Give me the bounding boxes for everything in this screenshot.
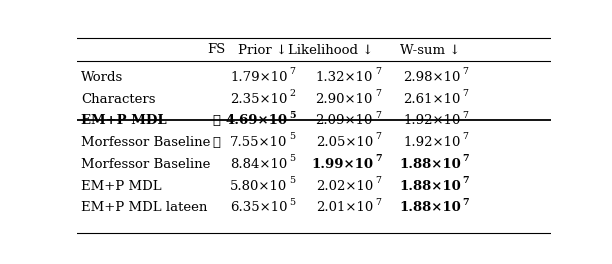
Text: Likelihood ↓: Likelihood ↓ (288, 44, 373, 56)
Text: 5: 5 (289, 154, 296, 163)
Text: 1.88×10: 1.88×10 (399, 158, 461, 171)
Text: 7.55×10: 7.55×10 (230, 136, 288, 149)
Text: 2.35×10: 2.35×10 (230, 93, 288, 106)
Text: 5.80×10: 5.80×10 (230, 180, 288, 193)
Text: W-sum ↓: W-sum ↓ (400, 44, 461, 56)
Text: 2: 2 (289, 89, 296, 98)
Text: 1.99×10: 1.99×10 (311, 158, 373, 171)
Text: 2.05×10: 2.05×10 (316, 136, 373, 149)
Text: 7: 7 (375, 67, 381, 76)
Text: ✓: ✓ (212, 136, 220, 149)
Text: ✓: ✓ (212, 114, 220, 128)
Text: 7: 7 (463, 89, 469, 98)
Text: FS: FS (207, 44, 226, 56)
Text: 2.02×10: 2.02×10 (316, 180, 373, 193)
Text: 2.98×10: 2.98×10 (403, 71, 461, 84)
Text: EM+P MDL lateen: EM+P MDL lateen (81, 201, 207, 214)
Text: 2.61×10: 2.61×10 (403, 93, 461, 106)
Text: 5: 5 (289, 111, 296, 120)
Text: 7: 7 (375, 198, 381, 207)
Text: Morfessor Baseline: Morfessor Baseline (81, 158, 211, 171)
Text: 7: 7 (375, 154, 381, 163)
Text: 2.09×10: 2.09×10 (316, 114, 373, 128)
Text: 2.01×10: 2.01×10 (316, 201, 373, 214)
Text: 5: 5 (289, 133, 296, 142)
Text: Morfessor Baseline: Morfessor Baseline (81, 136, 211, 149)
Text: 7: 7 (463, 133, 469, 142)
Text: 1.32×10: 1.32×10 (316, 71, 373, 84)
Text: 1.92×10: 1.92×10 (403, 114, 461, 128)
Text: 7: 7 (375, 111, 381, 120)
Text: 4.69×10: 4.69×10 (226, 114, 288, 128)
Text: EM+P MDL: EM+P MDL (81, 114, 167, 128)
Text: EM+P MDL: EM+P MDL (81, 180, 162, 193)
Text: 1.79×10: 1.79×10 (230, 71, 288, 84)
Text: 5: 5 (289, 176, 296, 185)
Text: 7: 7 (463, 176, 469, 185)
Text: 1.88×10: 1.88×10 (399, 180, 461, 193)
Text: 1.92×10: 1.92×10 (403, 136, 461, 149)
Text: 7: 7 (375, 176, 381, 185)
Text: 7: 7 (375, 89, 381, 98)
Text: 5: 5 (289, 198, 296, 207)
Text: 7: 7 (463, 67, 469, 76)
Text: Prior ↓: Prior ↓ (239, 44, 288, 56)
Text: 7: 7 (375, 133, 381, 142)
Text: 8.84×10: 8.84×10 (230, 158, 288, 171)
Text: 7: 7 (463, 154, 469, 163)
Text: 2.90×10: 2.90×10 (316, 93, 373, 106)
Text: 1.88×10: 1.88×10 (399, 201, 461, 214)
Text: Characters: Characters (81, 93, 155, 106)
Text: 7: 7 (289, 67, 296, 76)
Text: 6.35×10: 6.35×10 (230, 201, 288, 214)
Text: Words: Words (81, 71, 124, 84)
Text: 7: 7 (463, 198, 469, 207)
Text: 7: 7 (463, 111, 469, 120)
